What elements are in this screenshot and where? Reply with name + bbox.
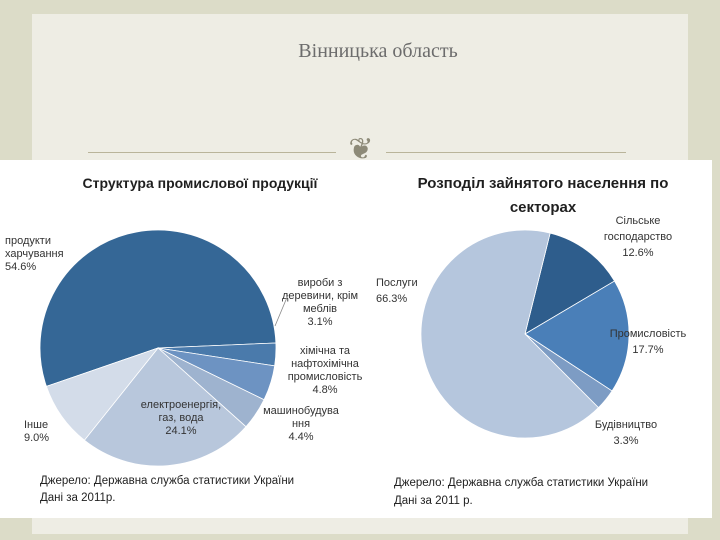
industrial-slice-label-5: електроенергія, газ, вода 24.1% bbox=[141, 399, 221, 437]
industrial-source-note: Джерело: Державна служба статистики Укра… bbox=[40, 475, 294, 504]
industrial-slice-label-2: вироби з деревини, крім меблів 3.1% bbox=[282, 277, 358, 328]
industrial-chart-title: Структура промислової продукції bbox=[82, 175, 318, 191]
industrial-slice-label-4: машинобудува ння 4.4% bbox=[263, 405, 340, 443]
industrial-pie-slice-6 bbox=[45, 347, 160, 441]
industrial-pie-slice-5 bbox=[83, 347, 247, 467]
slide-title: Вінницька область bbox=[298, 40, 458, 62]
industrial-leader-line bbox=[274, 294, 289, 327]
industrial-slice-label-6: Інше 9.0% bbox=[24, 419, 49, 444]
divider-left bbox=[88, 152, 336, 153]
employment-pie-slice-1 bbox=[524, 232, 616, 335]
employment-slice-label-2: Промисловість 17.7% bbox=[610, 328, 687, 356]
employment-chart: Розподіл зайнятого населення по секторахС… bbox=[376, 175, 687, 507]
industrial-structure-panel: Структура промислової продукції продукти х… bbox=[0, 160, 366, 518]
employment-panel: Розподіл зайнятого населення по секторах С… bbox=[366, 160, 712, 518]
employment-pie-slice-2 bbox=[524, 280, 630, 392]
employment-slice-label-1: Сільське господарство 12.6% bbox=[604, 215, 672, 259]
industrial-slice-label-1: продукти харчування 54.6% bbox=[5, 235, 64, 273]
industrial-pie-slice-1 bbox=[39, 229, 277, 387]
employment-slice-label-4: Послуги 66.3% bbox=[376, 277, 418, 305]
industrial-structure-chart: Структура промислової продукції продукти х… bbox=[5, 175, 363, 504]
industrial-slice-label-3: хімічна та нафтохімічна промисловість 4.8% bbox=[288, 345, 363, 396]
employment-slice-label-3: Будівництво 3.3% bbox=[595, 419, 657, 447]
employment-source-note: Джерело: Державна служба статистики Укра… bbox=[394, 477, 648, 507]
divider-right bbox=[386, 152, 626, 153]
employment-pie-slice-4 bbox=[420, 229, 599, 439]
employment-chart-title: Розподіл зайнятого населення по секторах bbox=[418, 175, 669, 216]
